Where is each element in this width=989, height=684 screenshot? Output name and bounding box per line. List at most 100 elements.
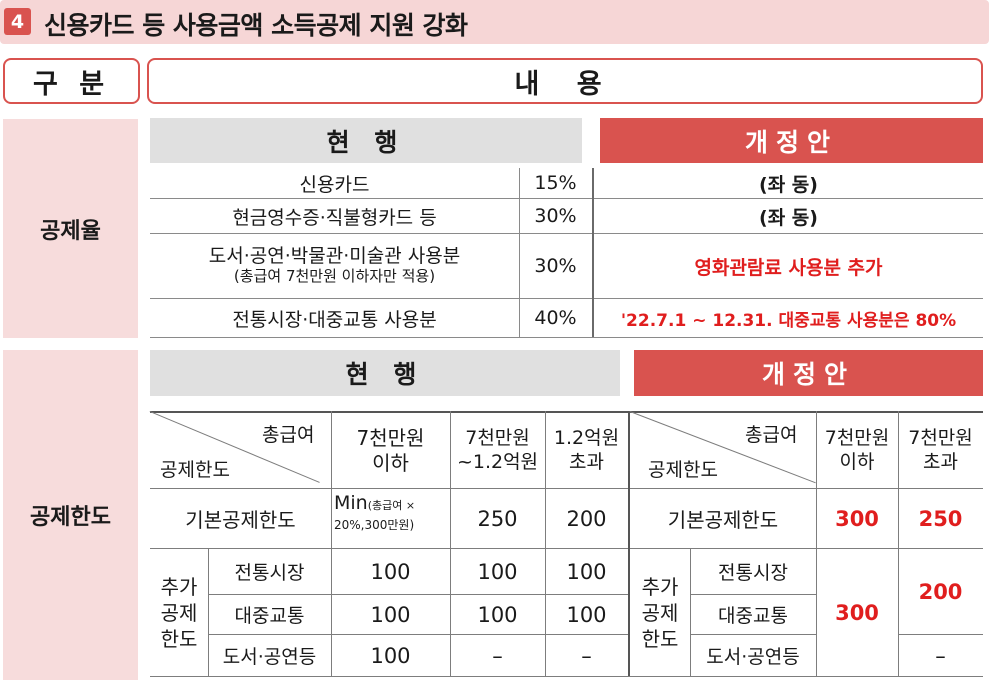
extra-limit-label-line: 공제	[160, 600, 198, 625]
corner-header-salary: 총급여	[262, 424, 315, 446]
extra-limit-value: 300	[835, 600, 879, 625]
extra-row-label: 전통시장	[234, 562, 305, 584]
page-title: 신용카드 등 사용금액 소득공제 지원 강화	[44, 11, 468, 40]
column-header-income: 7천만원 ~1.2억원	[450, 414, 545, 488]
category-deduction-rate: 공제율	[3, 119, 138, 338]
rate-row-item: 신용카드	[299, 173, 370, 196]
rate-row-divider	[150, 198, 983, 199]
category-deduction-rate-label: 공제율	[40, 218, 101, 244]
rate-row-item: 전통시장·대중교통 사용분	[232, 308, 437, 331]
basic-limit-value: 300	[835, 506, 879, 531]
rate-row-rate: 30%	[534, 255, 577, 277]
rate-row-rate: 30%	[534, 205, 577, 227]
extra-limit-label: 추가 공제 한도	[630, 549, 690, 676]
basic-limit-formula-main: Min	[334, 492, 368, 514]
basic-limit-formula-note: 20%,300만원)	[334, 517, 415, 532]
rate-row-rate: 15%	[534, 172, 577, 194]
column-header-line2: ~1.2억원	[456, 451, 539, 473]
extra-limit-label-line: 추가	[641, 574, 679, 599]
extra-row-label: 대중교통	[234, 605, 305, 627]
extra-row-label: 전통시장	[718, 562, 788, 584]
column-header-line1: 7천만원	[465, 427, 530, 450]
limit-table-col-divider	[545, 411, 546, 676]
column-header-income: 7천만원 이하	[816, 414, 898, 488]
extra-row-label: 대중교통	[718, 605, 788, 627]
limit-table-divider	[690, 594, 816, 595]
rate-row-item: 도서·공연·박물관·미술관 사용분 (총급여 7천만원 이하자만 적용)	[150, 234, 519, 298]
extra-limit-label: 추가 공제 한도	[150, 549, 208, 676]
limit-table-col-divider	[898, 411, 899, 676]
current-header-rate-label: 현 행	[326, 127, 406, 157]
basic-limit-formula: Min(총급여 × 20%,300만원)	[334, 492, 450, 545]
category-deduction-limit-label: 공제한도	[30, 505, 111, 530]
basic-limit-value: 200	[566, 506, 607, 531]
category-deduction-limit: 공제한도	[3, 350, 138, 680]
rate-row-proposed: '22.7.1 ~ 12.31. 대중교통 사용분은 80%	[620, 310, 957, 331]
limit-table-divider	[690, 634, 816, 635]
rate-row-rate: 40%	[534, 307, 577, 329]
limit-table-col-divider	[816, 411, 817, 676]
current-header-limit-label: 현 행	[345, 360, 425, 389]
column-header-line2: 초과	[923, 451, 958, 473]
current-header-limit: 현 행	[150, 350, 620, 396]
extra-row-value: 100	[566, 602, 607, 627]
rate-row-proposed: (좌 동)	[759, 173, 818, 196]
extra-limit-value: –	[935, 643, 946, 668]
column-header-income: 7천만원 이하	[331, 414, 450, 488]
rate-row-proposed: (좌 동)	[759, 206, 818, 229]
basic-limit-label: 기본공제한도	[185, 508, 296, 532]
limit-table-divider	[208, 594, 628, 595]
extra-row-value: 100	[566, 559, 607, 584]
limit-table-divider	[208, 634, 628, 635]
column-header-line2: 이하	[839, 451, 875, 473]
corner-header-salary: 총급여	[745, 424, 798, 446]
proposed-header-rate-label: 개정안	[744, 127, 838, 157]
rate-row-item: 현금영수증·직불형카드 등	[232, 206, 437, 229]
limit-table-col-divider	[690, 548, 691, 676]
extra-row-value: 100	[477, 602, 518, 627]
limit-table-col-divider	[208, 548, 209, 676]
rate-row-divider	[150, 233, 983, 234]
rate-row-divider	[150, 298, 983, 299]
column-header-line1: 7천만원	[824, 427, 890, 450]
extra-row-label: 도서·공연등	[706, 646, 800, 668]
limit-table-top-border	[150, 411, 983, 413]
extra-row-value: 100	[477, 559, 518, 584]
extra-limit-label-line: 추가	[160, 574, 198, 599]
column-header-content-label: 내 용	[514, 68, 616, 100]
limit-table-divider	[898, 634, 983, 635]
corner-header-limit: 공제한도	[160, 459, 230, 481]
column-header-line1: 7천만원	[356, 426, 425, 450]
column-header-category: 구 분	[3, 58, 140, 104]
column-header-category-label: 구 분	[32, 68, 111, 100]
limit-table-divider	[150, 488, 983, 489]
extra-limit-label-line: 한도	[641, 626, 679, 651]
limit-table-col-divider	[331, 411, 332, 676]
proposed-header-limit: 개정안	[634, 350, 983, 396]
column-header-line1: 1.2억원	[553, 427, 620, 450]
corner-header-limit: 공제한도	[648, 459, 718, 481]
column-header-line2: 이하	[372, 451, 409, 475]
proposed-header-rate: 개정안	[600, 118, 983, 163]
rate-row-item-main: 도서·공연·박물관·미술관 사용분	[208, 245, 461, 268]
title-bar	[0, 0, 989, 44]
extra-limit-value: 200	[918, 579, 963, 604]
current-header-rate: 현 행	[150, 118, 582, 163]
extra-limit-label-line: 공제	[641, 600, 679, 625]
column-header-content: 내 용	[147, 58, 983, 104]
extra-row-value: 100	[370, 559, 411, 584]
section-number-badge: 4	[4, 8, 31, 35]
rate-col-divider	[592, 168, 594, 337]
extra-row-label: 도서·공연등	[222, 646, 317, 668]
column-header-income: 1.2억원 초과	[545, 414, 628, 488]
rate-col-divider	[519, 168, 520, 337]
extra-row-value: 100	[370, 602, 411, 627]
limit-table-bottom-border	[150, 676, 983, 677]
rate-row-divider	[150, 337, 983, 338]
extra-row-value: 100	[370, 643, 411, 668]
extra-row-value: –	[492, 643, 503, 668]
extra-row-value: –	[581, 643, 592, 668]
rate-row-proposed: 영화관람료 사용분 추가	[694, 256, 883, 279]
basic-limit-label: 기본공제한도	[667, 508, 779, 532]
limit-table-col-divider	[450, 411, 451, 676]
